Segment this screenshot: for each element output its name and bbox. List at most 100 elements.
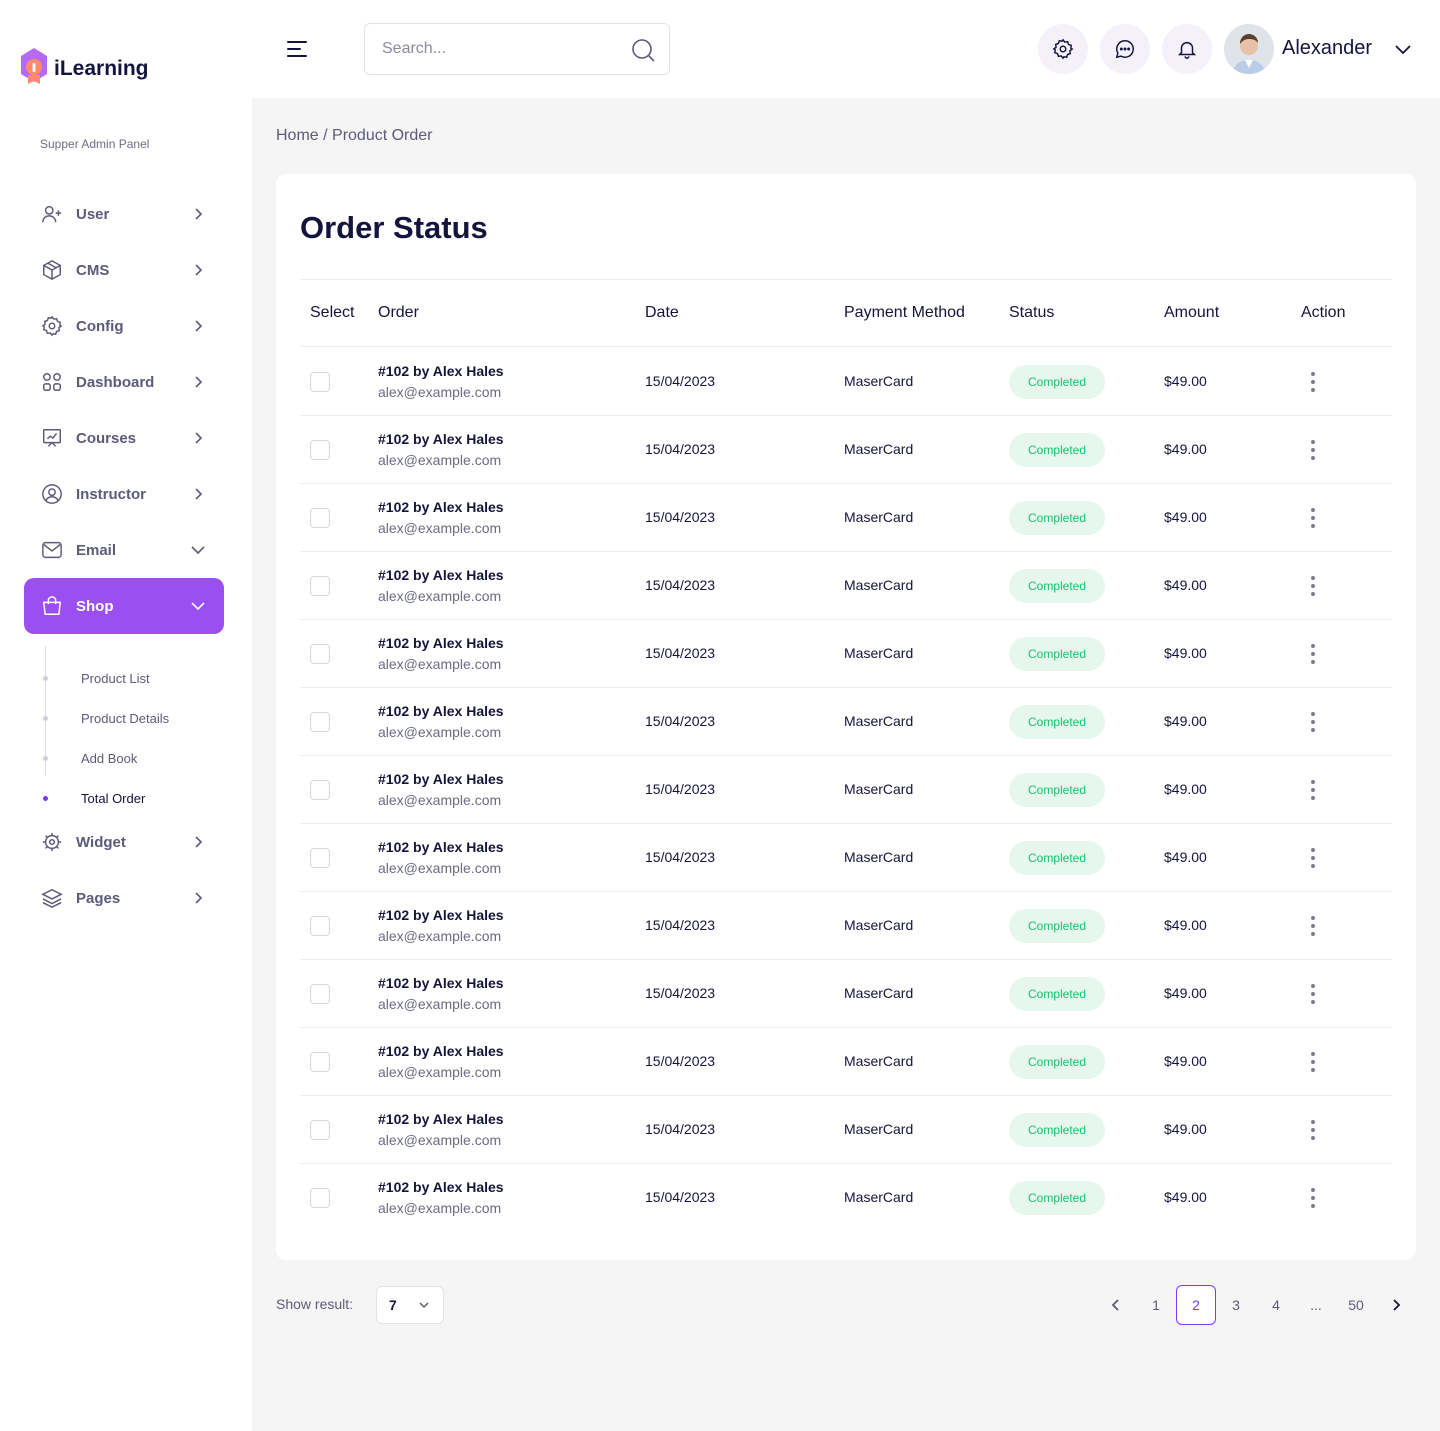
more-vertical-icon[interactable] (1304, 1118, 1322, 1142)
more-vertical-icon[interactable] (1304, 370, 1322, 394)
status-badge: Completed (1009, 569, 1105, 603)
row-checkbox[interactable] (310, 440, 330, 460)
order-title[interactable]: #102 by Alex Hales (378, 1179, 504, 1195)
notifications-button[interactable] (1162, 24, 1212, 74)
sidebar-item-courses[interactable]: Courses (24, 410, 224, 466)
sidebar-item-dashboard[interactable]: Dashboard (24, 354, 224, 410)
row-checkbox[interactable] (310, 644, 330, 664)
sidebar-item-label: Pages (76, 889, 121, 907)
more-vertical-icon[interactable] (1304, 710, 1322, 734)
messages-button[interactable] (1100, 24, 1150, 74)
row-checkbox[interactable] (310, 848, 330, 868)
sidebar-item-cms[interactable]: CMS (24, 242, 224, 298)
pagination-prev-button[interactable] (1096, 1285, 1136, 1325)
menu-icon[interactable] (286, 39, 308, 59)
chevron-down-icon[interactable] (1394, 40, 1412, 58)
order-title[interactable]: #102 by Alex Hales (378, 839, 504, 855)
order-date: 15/04/2023 (645, 781, 716, 797)
pagination-page-2[interactable]: 2 (1176, 1285, 1216, 1325)
sidebar-item-instructor[interactable]: Instructor (24, 466, 224, 522)
more-vertical-icon[interactable] (1304, 438, 1322, 462)
order-email: alex@example.com (378, 1064, 502, 1080)
show-result-value: 7 (389, 1297, 397, 1313)
order-title[interactable]: #102 by Alex Hales (378, 771, 504, 787)
user-name[interactable]: Alexander (1282, 37, 1373, 59)
row-checkbox[interactable] (310, 372, 330, 392)
avatar[interactable] (1224, 24, 1274, 74)
user-add-icon (40, 202, 64, 226)
order-date: 15/04/2023 (645, 713, 716, 729)
more-vertical-icon[interactable] (1304, 914, 1322, 938)
order-title[interactable]: #102 by Alex Hales (378, 1043, 504, 1059)
sidebar-item-pages[interactable]: Pages (24, 870, 224, 926)
order-email: alex@example.com (378, 384, 502, 400)
more-vertical-icon[interactable] (1304, 574, 1322, 598)
pagination-page-50[interactable]: 50 (1348, 1297, 1364, 1313)
sidebar-item-user[interactable]: User (24, 186, 224, 242)
breadcrumb[interactable]: Home / Product Order (276, 127, 433, 144)
row-checkbox[interactable] (310, 984, 330, 1004)
column-header-order: Order (378, 304, 419, 321)
more-vertical-icon[interactable] (1304, 642, 1322, 666)
order-title[interactable]: #102 by Alex Hales (378, 567, 504, 583)
show-result-select[interactable]: 7 (376, 1286, 444, 1324)
row-checkbox[interactable] (310, 1120, 330, 1140)
row-checkbox[interactable] (310, 508, 330, 528)
sidebar-item-config[interactable]: Config (24, 298, 224, 354)
order-email: alex@example.com (378, 588, 502, 604)
status-badge: Completed (1009, 841, 1105, 875)
pagination-next-button[interactable] (1376, 1285, 1416, 1325)
order-title[interactable]: #102 by Alex Hales (378, 431, 504, 447)
sidebar-item-shop[interactable]: Shop (24, 578, 224, 634)
row-checkbox[interactable] (310, 1188, 330, 1208)
payment-method: MaserCard (844, 1189, 914, 1205)
order-title[interactable]: #102 by Alex Hales (378, 1111, 504, 1127)
order-title[interactable]: #102 by Alex Hales (378, 975, 504, 991)
bell-icon (1177, 41, 1197, 59)
table-row: #102 by Alex Hales alex@example.com 15/04/… (300, 688, 1392, 756)
pagination-page-1[interactable]: 1 (1152, 1297, 1160, 1313)
row-checkbox[interactable] (310, 1052, 330, 1072)
more-vertical-icon[interactable] (1304, 846, 1322, 870)
sidebar-item-widget[interactable]: Widget (24, 814, 224, 870)
payment-method: MaserCard (844, 985, 914, 1001)
sidebar: iLearning Supper Admin Panel User CMS Co… (0, 0, 252, 1431)
table-header: Select Order Date Payment Method Status … (300, 280, 1392, 347)
row-checkbox[interactable] (310, 916, 330, 936)
sidebar-item-label: Email (76, 541, 117, 559)
order-email: alex@example.com (378, 520, 502, 536)
more-vertical-icon[interactable] (1304, 1186, 1322, 1210)
search-input[interactable] (382, 40, 622, 58)
search-icon[interactable] (630, 37, 656, 63)
row-checkbox[interactable] (310, 780, 330, 800)
chevron-right-icon (195, 376, 203, 388)
column-header-status: Status (1009, 304, 1055, 321)
column-header-action: Action (1301, 304, 1346, 321)
order-title[interactable]: #102 by Alex Hales (378, 907, 504, 923)
more-vertical-icon[interactable] (1304, 1050, 1322, 1074)
more-vertical-icon[interactable] (1304, 982, 1322, 1006)
order-title[interactable]: #102 by Alex Hales (378, 635, 504, 651)
pagination: 1 2 3 4 ... 50 (1096, 1285, 1416, 1325)
sidebar-item-label: Instructor (76, 485, 147, 503)
sidebar-item-email[interactable]: Email (24, 522, 224, 578)
row-checkbox[interactable] (310, 576, 330, 596)
settings-button[interactable] (1038, 24, 1088, 74)
payment-method: MaserCard (844, 849, 914, 865)
status-badge: Completed (1009, 1181, 1105, 1215)
order-title[interactable]: #102 by Alex Hales (378, 499, 504, 515)
order-email: alex@example.com (378, 452, 502, 468)
status-badge: Completed (1009, 637, 1105, 671)
more-vertical-icon[interactable] (1304, 778, 1322, 802)
more-vertical-icon[interactable] (1304, 506, 1322, 530)
sidebar-item-label: Courses (76, 429, 137, 447)
row-checkbox[interactable] (310, 712, 330, 732)
pagination-page-4[interactable]: 4 (1272, 1297, 1280, 1313)
order-amount: $49.00 (1164, 985, 1207, 1001)
top-header: Alexander (252, 0, 1440, 98)
order-title[interactable]: #102 by Alex Hales (378, 363, 504, 379)
order-title[interactable]: #102 by Alex Hales (378, 703, 504, 719)
table-row: #102 by Alex Hales alex@example.com 15/04/… (300, 960, 1392, 1028)
logo[interactable]: iLearning (19, 47, 149, 85)
pagination-page-3[interactable]: 3 (1232, 1297, 1240, 1313)
